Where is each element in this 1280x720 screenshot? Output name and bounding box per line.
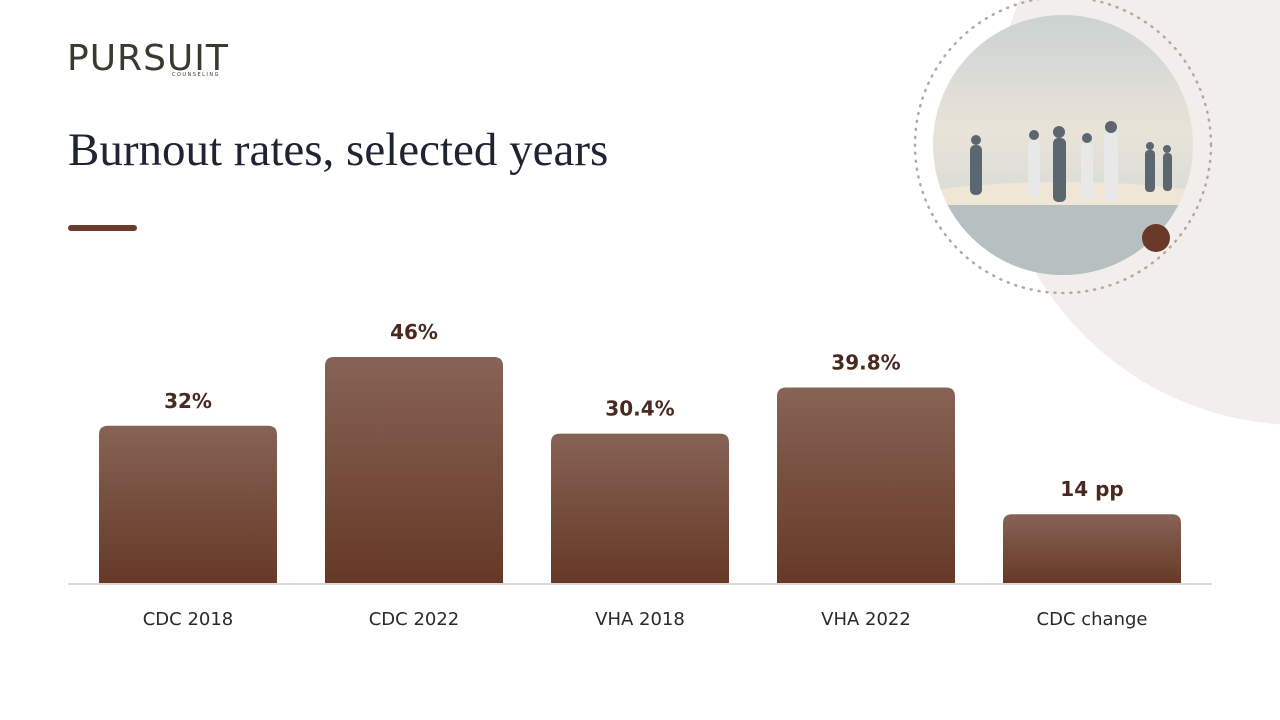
bar xyxy=(99,425,277,583)
x-tick-label: CDC 2018 xyxy=(143,609,234,630)
dotted-ring xyxy=(913,0,1213,295)
logo: PURSUIT xyxy=(67,38,229,79)
x-tick-label: VHA 2018 xyxy=(595,609,685,630)
bar xyxy=(325,357,503,583)
value-label: 46% xyxy=(390,320,438,344)
bar xyxy=(1003,514,1181,583)
bar xyxy=(551,433,729,583)
title-accent xyxy=(68,225,137,231)
x-tick-label: VHA 2022 xyxy=(821,609,911,630)
x-tick-label: CDC change xyxy=(1037,609,1148,630)
value-label: 14 pp xyxy=(1060,477,1123,501)
logo-tagline: COUNSELING xyxy=(172,72,220,78)
accent-dot xyxy=(1142,224,1170,252)
x-tick-label: CDC 2022 xyxy=(369,609,460,630)
value-label: 39.8% xyxy=(831,350,900,374)
bar xyxy=(777,387,955,583)
value-label: 30.4% xyxy=(605,397,674,421)
chart-title: Burnout rates, selected years xyxy=(68,124,608,176)
value-label: 32% xyxy=(164,389,212,413)
